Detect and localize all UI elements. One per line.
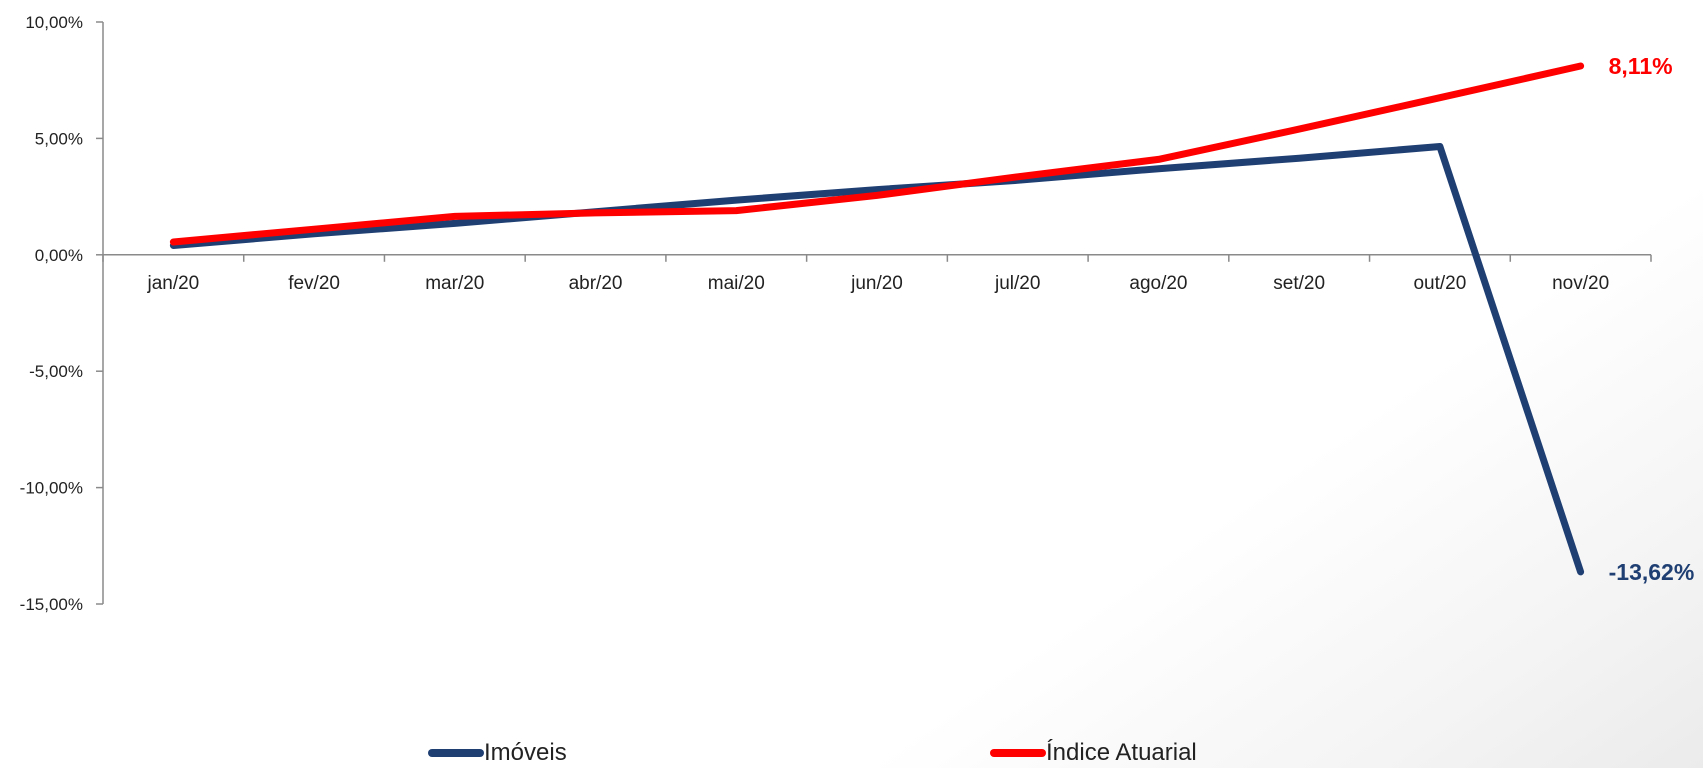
y-tick-label: -5,00% bbox=[29, 362, 83, 381]
y-tick-label: 10,00% bbox=[25, 13, 83, 32]
legend-label-imoveis: Imóveis bbox=[484, 739, 567, 766]
x-tick-label: jun/20 bbox=[850, 273, 903, 294]
x-tick-label: jan/20 bbox=[146, 273, 199, 294]
legend-swatch-indice-atuarial bbox=[990, 749, 1046, 757]
y-tick-label: 0,00% bbox=[35, 246, 83, 265]
x-tick-label: out/20 bbox=[1413, 273, 1466, 294]
x-tick-label: jul/20 bbox=[994, 273, 1040, 294]
y-tick-label: -10,00% bbox=[20, 479, 83, 498]
x-tick-label: nov/20 bbox=[1552, 273, 1609, 294]
legend-item-indice-atuarial: Índice Atuarial bbox=[990, 738, 1197, 768]
x-tick-label: fev/20 bbox=[288, 273, 340, 294]
series-line-indice-atuarial bbox=[169, 62, 1585, 246]
series-layer bbox=[169, 62, 1585, 576]
labels-layer: -13,62% 8,11% bbox=[1609, 53, 1695, 585]
end-label-imoveis: -13,62% bbox=[1609, 559, 1695, 585]
legend-swatch-imoveis bbox=[428, 749, 484, 757]
x-tick-label: abr/20 bbox=[569, 273, 623, 294]
legend-item-imoveis: Imóveis bbox=[428, 738, 567, 768]
legend-label-indice-atuarial: Índice Atuarial bbox=[1046, 739, 1197, 766]
y-tick-label: 5,00% bbox=[35, 129, 83, 148]
x-tick-label: ago/20 bbox=[1129, 273, 1187, 294]
x-tick-label: mai/20 bbox=[708, 273, 765, 294]
end-label-indice-atuarial: 8,11% bbox=[1609, 53, 1673, 79]
x-tick-label: mar/20 bbox=[425, 273, 484, 294]
axes: 10,00% 5,00% 0,00% -5,00% -10,00% -15,00% jan/… bbox=[20, 13, 1652, 614]
series-line-imoveis bbox=[169, 143, 1585, 576]
line-chart: 10,00% 5,00% 0,00% -5,00% -10,00% -15,00% jan/… bbox=[20, 13, 1695, 614]
y-tick-label: -15,00% bbox=[20, 595, 83, 614]
legend: Imóveis Índice Atuarial bbox=[0, 738, 1703, 768]
x-tick-label: set/20 bbox=[1273, 273, 1325, 294]
